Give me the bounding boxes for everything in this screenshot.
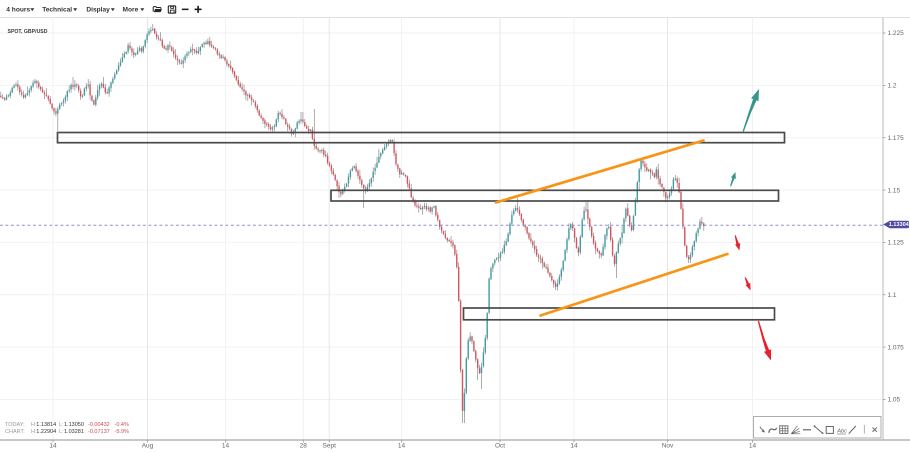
svg-text:1.1: 1.1 (888, 292, 897, 299)
svg-text:Technical: Technical (42, 7, 72, 14)
svg-text:1.175: 1.175 (888, 135, 905, 142)
svg-text:More: More (123, 7, 139, 14)
svg-text:-0.00432: -0.00432 (88, 422, 110, 428)
svg-text:Aug: Aug (142, 443, 154, 450)
svg-text:1.13814: 1.13814 (36, 422, 56, 428)
svg-text:Sept: Sept (323, 443, 337, 450)
svg-text:Abc: Abc (836, 429, 847, 435)
svg-text:Display: Display (86, 7, 110, 14)
svg-text:14: 14 (749, 443, 757, 450)
svg-text:H:: H: (31, 429, 37, 435)
svg-text:Nov: Nov (662, 443, 674, 450)
svg-text:1.15: 1.15 (888, 187, 901, 194)
svg-text:-5.9%: -5.9% (115, 429, 129, 435)
svg-text:1.2: 1.2 (888, 83, 897, 90)
svg-text:14: 14 (398, 443, 406, 450)
svg-text:SPOT, GBP/USD: SPOT, GBP/USD (8, 29, 48, 35)
svg-text:H:: H: (31, 422, 37, 428)
svg-text:28: 28 (300, 443, 308, 450)
svg-text:1.13050: 1.13050 (64, 422, 84, 428)
svg-text:TODAY:: TODAY: (5, 422, 25, 428)
svg-text:Oct: Oct (495, 443, 505, 450)
svg-text:14: 14 (49, 443, 57, 450)
svg-text:-0.07137: -0.07137 (88, 429, 110, 435)
svg-text:1.13304: 1.13304 (889, 222, 909, 228)
svg-text:1.075: 1.075 (888, 344, 905, 351)
svg-text:-0.4%: -0.4% (115, 422, 129, 428)
svg-text:1.05: 1.05 (888, 397, 901, 404)
svg-text:1.22904: 1.22904 (36, 429, 56, 435)
svg-text:1.03281: 1.03281 (64, 429, 84, 435)
svg-text:L:: L: (59, 429, 64, 435)
svg-text:1.225: 1.225 (888, 30, 905, 37)
svg-text:1.125: 1.125 (888, 240, 905, 247)
svg-text:14: 14 (222, 443, 230, 450)
svg-text:14: 14 (570, 443, 578, 450)
svg-text:L:: L: (59, 422, 64, 428)
svg-text:4 hours: 4 hours (6, 7, 30, 14)
svg-text:CHART:: CHART: (5, 429, 25, 435)
